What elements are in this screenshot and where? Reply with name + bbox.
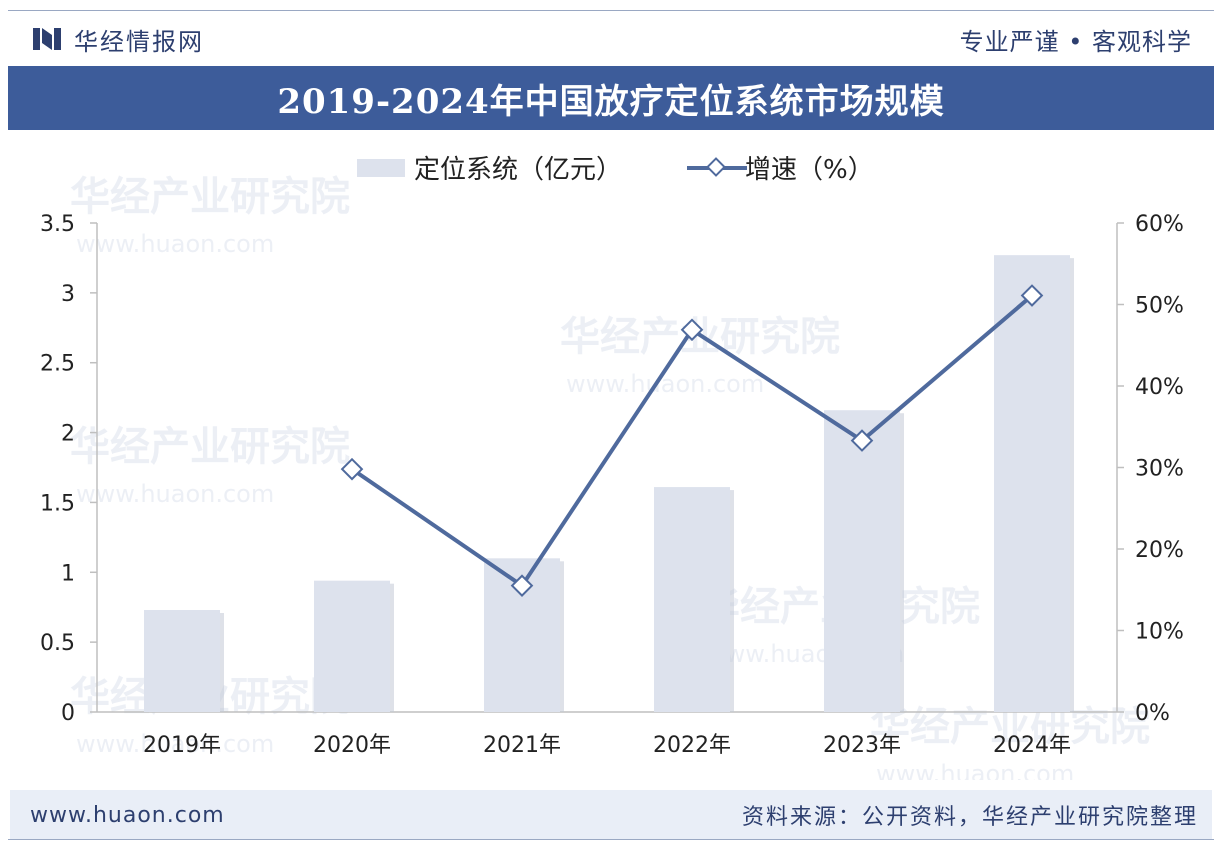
x-tick-label: 2021年: [483, 733, 561, 758]
footer: www.huaon.com 资料来源：公开资料，华经产业研究院整理: [10, 790, 1212, 840]
legend-bar-swatch: [357, 159, 405, 177]
growth-line: [340, 284, 1044, 597]
right-tick-label: 20%: [1135, 538, 1184, 563]
growth-point: [510, 574, 534, 597]
left-tick-label: 0: [61, 701, 75, 726]
title-banner: 2019-2024年中国放疗定位系统市场规模: [8, 66, 1214, 130]
growth-point: [680, 318, 704, 342]
bar: [994, 255, 1070, 712]
right-tick-label: 50%: [1135, 294, 1184, 319]
bar: [144, 610, 220, 712]
left-tick-label: 1: [61, 561, 75, 586]
right-tick-label: 40%: [1135, 375, 1184, 400]
right-tick-label: 10%: [1135, 620, 1184, 645]
watermark-text: 华经产业研究院: [70, 424, 350, 470]
watermark-url: www.huaon.com: [76, 230, 274, 258]
x-tick-label: 2023年: [823, 733, 901, 758]
right-tick-label: 60%: [1135, 212, 1184, 237]
bar: [824, 410, 900, 712]
legend: 定位系统（亿元） 增速（%）: [357, 155, 874, 185]
watermark-url: www.huaon.com: [566, 370, 764, 398]
legend-line-label: 增速（%）: [745, 155, 874, 185]
x-tick-label: 2022年: [653, 733, 731, 758]
watermark-url: www.huaon.com: [876, 760, 1074, 780]
watermark-text: 华经产业研究院: [70, 174, 350, 220]
chart-area: 华经产业研究院 www.huaon.com 华经产业研究院 www.huaon.com…: [0, 130, 1222, 780]
left-tick-label: 3: [61, 282, 75, 307]
watermark-url: www.huaon.com: [76, 480, 274, 508]
logo-icon: [33, 28, 61, 50]
header-bar: 华经情报网 专业严谨 • 客观科学: [10, 14, 1212, 64]
watermarks: 华经产业研究院 www.huaon.com 华经产业研究院 www.huaon.com…: [70, 174, 1150, 780]
left-tick-label: 1.5: [40, 491, 75, 516]
x-tick-label: 2019年: [143, 733, 221, 758]
watermark-url: www.huaon.com: [76, 730, 274, 758]
frame-top-line: [8, 10, 1214, 11]
right-tick-label: 30%: [1135, 457, 1184, 482]
slogan: 专业严谨 • 客观科学: [959, 27, 1192, 56]
chart-svg: 华经产业研究院 www.huaon.com 华经产业研究院 www.huaon.com…: [40, 155, 1184, 780]
x-tick-label: 2024年: [993, 733, 1071, 758]
growth-point: [850, 429, 874, 452]
footer-url[interactable]: www.huaon.com: [30, 802, 225, 828]
left-tick-label: 2: [61, 422, 75, 447]
growth-point: [1020, 284, 1044, 307]
bar: [314, 580, 390, 712]
brand-name: 华经情报网: [74, 27, 204, 56]
right-tick-label: 0%: [1135, 701, 1170, 726]
legend-line-marker: [706, 157, 726, 177]
left-tick-label: 0.5: [40, 631, 75, 656]
brand: 华经情报网: [10, 22, 204, 57]
x-tick-label: 2020年: [313, 733, 391, 758]
bars: [144, 255, 1074, 712]
legend-bar-label: 定位系统（亿元）: [414, 155, 622, 185]
axes: 0 0.5 1 1.5 2 2.5 3 3.5 0% 10% 20% 30% 40% 50% 60% 2019…: [40, 212, 1184, 758]
frame-bottom-line: [8, 839, 1214, 840]
footer-source: 资料来源：公开资料，华经产业研究院整理: [741, 805, 1198, 830]
left-tick-label: 3.5: [40, 212, 75, 237]
growth-point: [340, 457, 364, 481]
bar: [654, 487, 730, 712]
left-tick-label: 2.5: [40, 352, 75, 377]
chart-title: 2019-2024年中国放疗定位系统市场规模: [277, 81, 945, 122]
